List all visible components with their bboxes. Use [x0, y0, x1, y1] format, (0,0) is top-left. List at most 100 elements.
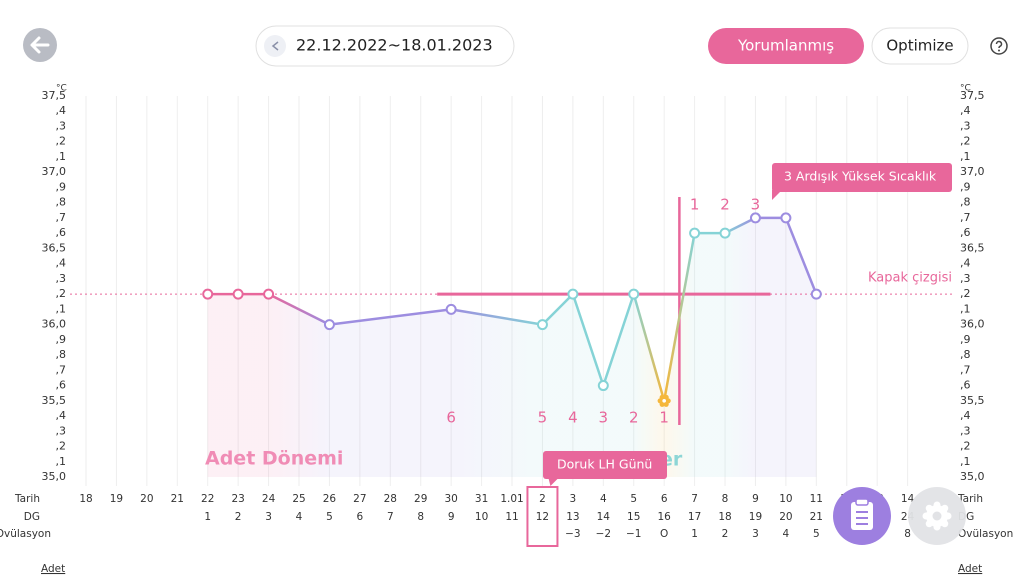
temp-line — [662, 232, 696, 402]
date-range[interactable]: 22.12.2022~18.01.2023 — [296, 36, 493, 55]
y-tick-label-left: ,8 — [56, 196, 67, 209]
temp-point — [445, 303, 457, 315]
lh-note: Doruk LH Günü — [557, 457, 652, 472]
date-label: 29 — [414, 493, 427, 505]
settings-button[interactable] — [908, 487, 966, 545]
temp-point — [567, 288, 579, 300]
y-tick-label-left: ,6 — [56, 226, 67, 239]
temp-point — [323, 319, 335, 331]
temp-point — [536, 319, 548, 331]
area-shade — [572, 294, 604, 477]
interpreted-label[interactable]: Yorumlanmış — [737, 37, 834, 55]
cycle-day-label: 12 — [536, 511, 549, 523]
optimize-label[interactable]: Optimize — [886, 37, 953, 55]
area-shade — [268, 294, 330, 477]
area-shade — [633, 294, 665, 477]
date-label: 20 — [140, 493, 153, 505]
cycle-day-label: 5 — [326, 511, 333, 523]
help-button[interactable] — [990, 37, 1008, 55]
row-label-left: DG — [24, 511, 40, 523]
temp-line — [450, 308, 543, 326]
help-circle[interactable] — [990, 37, 1008, 55]
low-count-label: 5 — [538, 409, 548, 427]
back-arrow[interactable] — [30, 36, 50, 54]
y-tick-label-right: ,4 — [960, 104, 971, 117]
notes-button[interactable] — [833, 487, 891, 545]
cycle-day-label: 13 — [566, 511, 579, 523]
y-tick-label-left: 35,0 — [42, 470, 67, 483]
area-shade — [207, 294, 239, 477]
y-tick-label-right: ,2 — [960, 440, 971, 453]
date-label: 27 — [353, 493, 366, 505]
temp-point — [719, 227, 731, 239]
temp-point — [810, 288, 822, 300]
y-tick-label-right: ,1 — [960, 455, 971, 468]
date-label: 14 — [901, 493, 915, 505]
temp-point — [597, 380, 609, 392]
cycle-day-label: 8 — [417, 511, 424, 523]
row-label-right: Tarih — [957, 493, 983, 505]
y-tick-label-right: ,9 — [960, 333, 971, 346]
lh-box — [526, 486, 559, 547]
y-tick-label-left: ,7 — [56, 211, 67, 224]
lh-callout — [543, 451, 667, 479]
y-tick-label-right: ,3 — [960, 272, 971, 285]
y-tick-label-right: 37,5 — [960, 89, 985, 102]
y-tick-label-right: ,4 — [960, 257, 971, 270]
date-label: 25 — [292, 493, 305, 505]
date-label: 18 — [79, 493, 92, 505]
date-label: 23 — [231, 493, 244, 505]
high-temp-callout — [772, 163, 952, 192]
y-tick-label-right: ,2 — [960, 287, 971, 300]
interpreted-button[interactable] — [708, 28, 864, 64]
petal — [663, 401, 669, 407]
y-tick-label-right: ,1 — [960, 302, 971, 315]
y-tick-label-left: ,2 — [56, 135, 67, 148]
y-tick-label-left: ,3 — [56, 119, 67, 132]
optimize-button[interactable] — [871, 27, 969, 65]
y-tick-label-left: ,4 — [56, 104, 67, 117]
y-tick-label-left: ,1 — [56, 455, 67, 468]
ovulation-marker — [657, 394, 671, 407]
area-shade — [603, 294, 634, 477]
cycle-day-label: 11 — [505, 511, 518, 523]
high-count-label: 1 — [690, 196, 700, 214]
y-tick-label-right: ,6 — [960, 226, 971, 239]
y-tick-label-left: ,8 — [56, 348, 67, 361]
cycle-day-label: 17 — [688, 511, 701, 523]
petal — [663, 394, 669, 400]
y-tick-label-right: ,3 — [960, 119, 971, 132]
date-label: 3 — [570, 493, 577, 505]
temp-line — [724, 216, 757, 235]
y-tick-label-left: ,4 — [56, 257, 67, 270]
cover-line-label: Kapak çizgisi — [868, 271, 952, 286]
high-temp-pointer — [772, 190, 782, 200]
temp-line — [632, 293, 666, 402]
y-tick-label-left: ,2 — [56, 287, 67, 300]
cycle-day-label: 1 — [204, 511, 211, 523]
temp-point — [628, 288, 640, 300]
date-label: 9 — [752, 493, 759, 505]
date-label: 2 — [539, 493, 546, 505]
row-label-left: Tarih — [14, 493, 40, 505]
period-phase-label: Adet Dönemi — [205, 448, 343, 470]
high-count-label: 3 — [751, 196, 761, 214]
y-tick-label-left: ,3 — [56, 424, 67, 437]
help-dot[interactable] — [998, 49, 1000, 52]
cycle-day-label: 4 — [296, 511, 303, 523]
area-shade — [329, 309, 452, 477]
back-button[interactable] — [23, 28, 57, 62]
y-tick-label-left: 37,0 — [42, 165, 67, 178]
y-tick-label-left: ,6 — [56, 379, 67, 392]
y-tick-label-right: 35,0 — [960, 470, 985, 483]
temp-point — [780, 212, 792, 224]
low-count-label: 3 — [599, 409, 609, 427]
area-shade — [725, 217, 756, 478]
date-range-box[interactable] — [255, 25, 515, 67]
cycle-day-label: 15 — [627, 511, 640, 523]
center — [662, 399, 666, 403]
y-tick-label-right: ,7 — [960, 363, 971, 376]
help-mark[interactable] — [995, 40, 1003, 49]
temp-line — [571, 293, 605, 386]
